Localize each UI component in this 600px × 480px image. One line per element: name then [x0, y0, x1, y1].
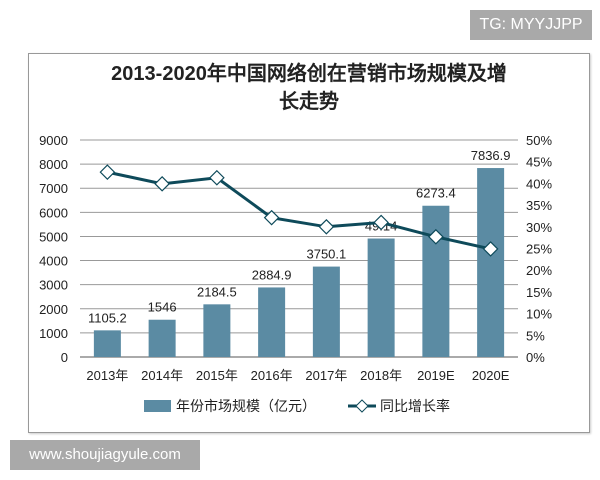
x-tick-label: 2015年 — [196, 368, 238, 383]
bar-data-label: 2884.9 — [252, 267, 292, 282]
bar-data-label: 3750.1 — [306, 247, 346, 262]
right-tick-label: 30% — [526, 220, 552, 235]
chart-title-line1: 2013-2020年中国网络创在营销市场规模及增 — [111, 63, 507, 85]
bar-data-label: 7836.9 — [471, 148, 511, 163]
bar — [203, 304, 231, 357]
right-tick-label: 0% — [526, 350, 545, 365]
right-tick-label: 45% — [526, 155, 552, 170]
left-tick-label: 2000 — [39, 302, 68, 317]
x-tick-label: 2016年 — [251, 368, 293, 383]
bar — [422, 205, 450, 357]
legend-line-label: 同比增长率 — [380, 398, 450, 414]
left-tick-label: 8000 — [39, 157, 68, 172]
left-tick-label: 0 — [61, 350, 68, 365]
left-tick-label: 3000 — [39, 278, 68, 293]
growth-marker — [482, 241, 499, 257]
x-tick-label: 2018年 — [360, 368, 402, 383]
x-tick-label: 2014年 — [141, 368, 183, 383]
x-tick-label: 2019E — [417, 368, 455, 383]
x-tick-label: 2017年 — [305, 368, 347, 383]
growth-marker — [373, 214, 389, 231]
right-tick-label: 20% — [526, 263, 552, 278]
chart-title-line2: 长走势 — [279, 91, 339, 113]
left-tick-label: 1000 — [39, 326, 68, 341]
bar — [367, 238, 395, 357]
bar-data-label: 6273.4 — [416, 186, 456, 201]
tg-badge: TG: MYYJJPP — [470, 10, 592, 40]
bar — [93, 330, 121, 357]
bar-data-label: 1546 — [148, 300, 177, 315]
chart-title: 2013-2020年中国网络创在营销市场规模及增 长走势 — [28, 60, 590, 116]
right-tick-label: 10% — [526, 307, 552, 322]
growth-marker — [99, 164, 116, 180]
right-tick-label: 25% — [526, 242, 552, 257]
growth-marker — [209, 169, 225, 186]
right-tick-label: 15% — [526, 285, 552, 300]
left-tick-label: 5000 — [39, 229, 68, 244]
right-tick-label: 5% — [526, 328, 545, 343]
bar — [477, 168, 505, 357]
legend-line-marker — [355, 399, 369, 413]
watermark: www.shoujiagyule.com — [10, 440, 200, 470]
legend-bar-label: 年份市场规模（亿元） — [176, 398, 316, 414]
left-tick-label: 7000 — [39, 181, 68, 196]
growth-marker — [428, 228, 444, 245]
bar-data-label: 1105.2 — [88, 310, 127, 325]
x-tick-label: 2013年 — [86, 368, 128, 383]
growth-marker — [154, 175, 170, 192]
growth-line — [107, 170, 491, 251]
left-tick-label: 9000 — [39, 133, 68, 148]
right-tick-label: 50% — [526, 133, 552, 148]
bar — [148, 319, 176, 357]
right-tick-label: 35% — [526, 198, 552, 213]
growth-marker — [263, 209, 280, 226]
right-tick-label: 40% — [526, 176, 552, 191]
growth-marker — [318, 218, 335, 235]
bar-data-label: 2184.5 — [197, 284, 237, 299]
legend-bar-swatch — [144, 400, 171, 412]
x-tick-label: 2020E — [472, 368, 510, 383]
chart-frame — [28, 53, 590, 433]
bar — [312, 266, 340, 357]
bar — [258, 287, 286, 357]
left-tick-label: 4000 — [39, 254, 68, 269]
left-tick-label: 6000 — [39, 205, 68, 220]
